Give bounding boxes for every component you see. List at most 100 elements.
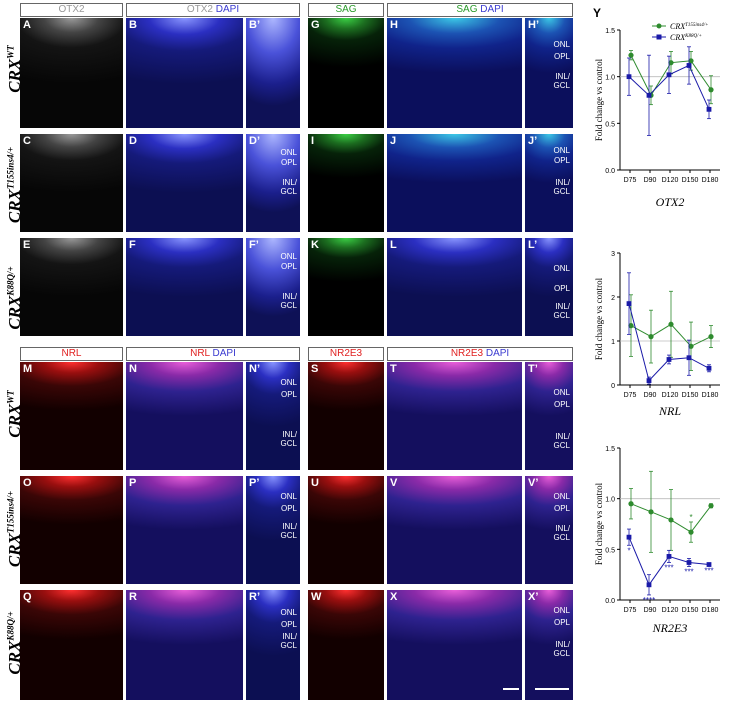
layer-label: INL/ xyxy=(282,430,297,439)
legend-label-sup: K88Q/+ xyxy=(684,34,702,39)
data-point xyxy=(686,355,692,361)
micrograph-inset: N’ ONL OPL INL/ GCL xyxy=(246,362,300,470)
layer-label: INL/ xyxy=(555,302,570,311)
panel-letter: L xyxy=(390,239,397,251)
micrograph-panel: S xyxy=(308,362,384,470)
significance-label: **** xyxy=(643,596,655,605)
layer-label: GCL xyxy=(553,441,570,450)
micrograph-panel: Q xyxy=(20,590,123,700)
header-text: DAPI xyxy=(212,348,236,359)
micrograph-inset: D’ ONL OPL INL/ GCL xyxy=(246,134,300,232)
header-text: NR2E3 xyxy=(450,348,484,359)
micrograph-panel: D xyxy=(126,134,243,232)
legend-label-sup: T155ins4/+ xyxy=(685,23,708,28)
panel-letter: T xyxy=(390,363,397,375)
panel-letter: B’ xyxy=(249,19,260,31)
micrograph-inset: T’ ONL OPL INL/ GCL xyxy=(525,362,573,470)
panel-letter: R’ xyxy=(249,591,260,603)
micrograph-panel: K xyxy=(308,238,384,336)
micrograph-panel: G xyxy=(308,18,384,128)
layer-label: OPL xyxy=(553,504,570,513)
layer-label: GCL xyxy=(280,439,297,448)
chart-title: NR2E3 xyxy=(652,621,688,635)
data-point xyxy=(706,365,712,371)
header-text: SAG xyxy=(335,4,357,15)
significance-label: * xyxy=(689,513,692,522)
data-point xyxy=(646,378,652,383)
layer-label: OPL xyxy=(280,620,297,629)
micrograph-inset: V’ ONL OPL INL/ GCL xyxy=(525,476,573,584)
x-tick-label: D180 xyxy=(702,392,719,399)
x-tick-label: D180 xyxy=(702,607,719,614)
data-point xyxy=(668,517,674,523)
data-point xyxy=(666,72,672,78)
layer-label: OPL xyxy=(553,618,570,627)
header-nrl-m: NRL xyxy=(20,347,123,361)
micrograph-panel: H xyxy=(387,18,522,128)
data-point xyxy=(668,60,674,66)
significance-label: *** xyxy=(704,567,713,576)
layer-label: ONL xyxy=(553,606,570,615)
header-nr2e3-s: NR2E3 xyxy=(308,347,384,361)
panel-letter: V xyxy=(390,477,398,489)
data-point xyxy=(666,554,672,559)
data-point xyxy=(626,301,632,306)
micrograph-panel: R xyxy=(126,590,243,700)
panel-letter: X xyxy=(390,591,398,603)
data-point xyxy=(668,321,674,327)
y-tick-label: 1.0 xyxy=(605,75,615,82)
header-nr2e3-dapi-t: NR2E3 DAPI xyxy=(387,347,573,361)
data-point xyxy=(648,334,654,340)
data-point xyxy=(666,357,672,362)
x-tick-label: D150 xyxy=(682,392,699,399)
data-point xyxy=(646,582,652,588)
y-tick-label: 0.5 xyxy=(605,121,615,128)
layer-label: ONL xyxy=(280,378,297,387)
panel-letter: K xyxy=(311,239,319,251)
panel-letter: N’ xyxy=(249,363,260,375)
panel-letter: I xyxy=(311,135,315,147)
layer-label: ONL xyxy=(553,264,570,273)
row-label-sup: T155ins4/+ xyxy=(5,146,16,190)
panel-letter: T’ xyxy=(528,363,538,375)
x-tick-label: D120 xyxy=(662,607,679,614)
x-tick-label: D150 xyxy=(682,607,699,614)
data-point xyxy=(648,509,654,515)
layer-label: ONL xyxy=(280,252,297,261)
layer-label: ONL xyxy=(553,146,570,155)
panel-letter: E xyxy=(23,239,31,251)
header-nrl-dapi-n: NRL DAPI xyxy=(126,347,300,361)
micrograph-inset: P’ ONL OPL INL/ GCL xyxy=(246,476,300,584)
micrograph-panel: V xyxy=(387,476,522,584)
micrograph-panel: I xyxy=(308,134,384,232)
layer-label: INL/ xyxy=(555,72,570,81)
micrograph-inset: L’ ONL OPL INL/ GCL xyxy=(525,238,573,336)
layer-label: ONL xyxy=(553,40,570,49)
panel-letter: L’ xyxy=(528,239,538,251)
data-point xyxy=(708,334,714,340)
layer-label: ONL xyxy=(553,492,570,501)
y-tick-label: 0 xyxy=(611,383,615,390)
significance-label: *** xyxy=(684,568,693,577)
layer-label: ONL xyxy=(280,148,297,157)
micrograph-inset: B’ xyxy=(246,18,300,128)
layer-label: OPL xyxy=(553,400,570,409)
data-point xyxy=(628,323,634,329)
panel-letter: M xyxy=(23,363,33,375)
graph-otx2: 0.0 0.5 1.0 1.5 D75 D90 D120 D150 D180 Fold chang… xyxy=(594,22,720,209)
panel-letter: P xyxy=(129,477,137,489)
significance-label: * xyxy=(627,546,630,555)
panel-letter: D’ xyxy=(249,135,260,147)
data-point xyxy=(628,501,634,507)
layer-label: ONL xyxy=(280,492,297,501)
layer-label: GCL xyxy=(553,187,570,196)
graph-nr2e3: 0.0 0.5 1.0 1.5 D75 D90 D120 D150 D180 Fold chang… xyxy=(594,446,720,635)
micrograph-panel: X xyxy=(387,590,522,700)
row-label-k88q: CRXK88Q/+ xyxy=(1,241,24,356)
row-label-sup: WT xyxy=(5,45,16,59)
panel-letter-y: Y xyxy=(593,6,602,20)
panel-letter: P’ xyxy=(249,477,260,489)
panel-letter: J’ xyxy=(528,135,538,147)
x-tick-label: D180 xyxy=(702,177,719,184)
panel-letter: D xyxy=(129,135,137,147)
